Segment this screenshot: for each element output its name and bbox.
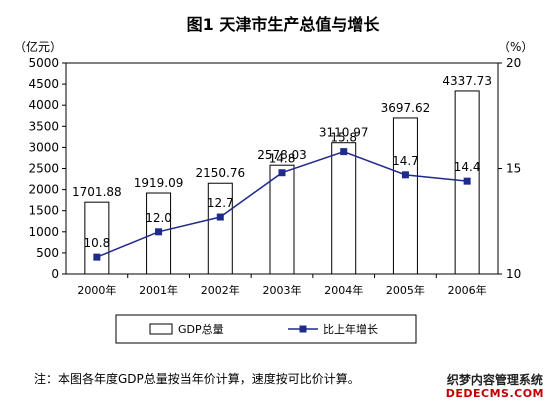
watermark-line2: DEDECMS.COM	[445, 387, 544, 400]
left-axis-tick-label: 5000	[28, 56, 59, 70]
gdp-bar-label: 2150.76	[195, 166, 245, 180]
left-axis-tick-label: 2000	[28, 183, 59, 197]
gdp-bar	[331, 142, 357, 275]
left-axis-tick-label: 3500	[28, 119, 59, 133]
watermark-line1: 织梦内容管理系统	[446, 373, 543, 387]
x-axis-tick-label: 2002年	[201, 283, 240, 297]
growth-label: 12.7	[207, 196, 234, 210]
growth-marker	[463, 177, 471, 185]
left-axis-unit: （亿元）	[14, 39, 62, 54]
legend-line-marker	[299, 325, 307, 333]
left-axis-tick-label: 1500	[28, 204, 59, 218]
footnote: 注：本图各年度GDP总量按当年价计算，速度按可比价计算。	[34, 372, 360, 386]
x-axis-tick-label: 2006年	[448, 283, 487, 297]
gdp-bar-label: 3697.62	[381, 101, 431, 115]
growth-marker	[401, 171, 409, 179]
growth-label: 14.4	[454, 160, 481, 174]
gdp-bar	[207, 182, 233, 275]
legend-bar-swatch	[149, 323, 173, 335]
growth-marker	[93, 253, 101, 261]
right-axis-tick-label: 10	[506, 267, 521, 281]
legend-line-label: 比上年增长	[323, 322, 378, 336]
left-axis-tick-label: 0	[51, 267, 59, 281]
gdp-bar-label: 3110.97	[319, 126, 369, 140]
x-axis-tick-label: 2000年	[77, 283, 116, 297]
left-axis-tick-label: 1000	[28, 225, 59, 239]
growth-label: 10.8	[83, 236, 110, 250]
x-axis-tick-label: 2004年	[324, 283, 363, 297]
growth-label: 12.0	[145, 211, 172, 225]
growth-marker	[340, 148, 348, 156]
growth-label: 15.8	[330, 131, 357, 145]
gdp-bar-label: 2578.03	[257, 148, 307, 162]
x-axis-tick-label: 2003年	[263, 283, 302, 297]
right-axis-unit: （%）	[498, 40, 533, 54]
right-axis-tick-label: 20	[506, 56, 521, 70]
growth-marker	[155, 228, 163, 236]
watermark: 织梦内容管理系统 DEDECMS.COM	[446, 373, 544, 401]
gdp-bar-label: 4337.73	[442, 74, 492, 88]
gdp-bar-label: 1919.09	[134, 176, 184, 190]
legend-bar-label: GDP总量	[178, 322, 224, 336]
x-axis-tick-label: 2001年	[139, 283, 178, 297]
growth-marker	[216, 213, 224, 221]
x-axis-tick-label: 2005年	[386, 283, 425, 297]
left-axis-tick-label: 2500	[28, 162, 59, 176]
left-axis-tick-label: 4000	[28, 98, 59, 112]
growth-label: 14.7	[392, 154, 419, 168]
right-axis-tick-label: 15	[506, 162, 521, 176]
chart-title: 图1 天津市生产总值与增长	[187, 15, 381, 34]
gdp-bar-label: 1701.88	[72, 185, 122, 199]
growth-marker	[278, 169, 286, 177]
growth-label: 14.8	[269, 152, 296, 166]
legend: GDP总量 比上年增长	[115, 314, 417, 344]
left-axis-tick-label: 3000	[28, 140, 59, 154]
gdp-bar	[392, 117, 418, 275]
plot-area: 0 500 1000 1500 2000 2500 3000 3500 4000 4500 5000…	[28, 56, 521, 297]
left-axis-tick-label: 4500	[28, 77, 59, 91]
gdp-bar	[84, 201, 110, 275]
left-axis-tick-label: 500	[36, 246, 59, 260]
gdp-bar	[269, 164, 295, 275]
